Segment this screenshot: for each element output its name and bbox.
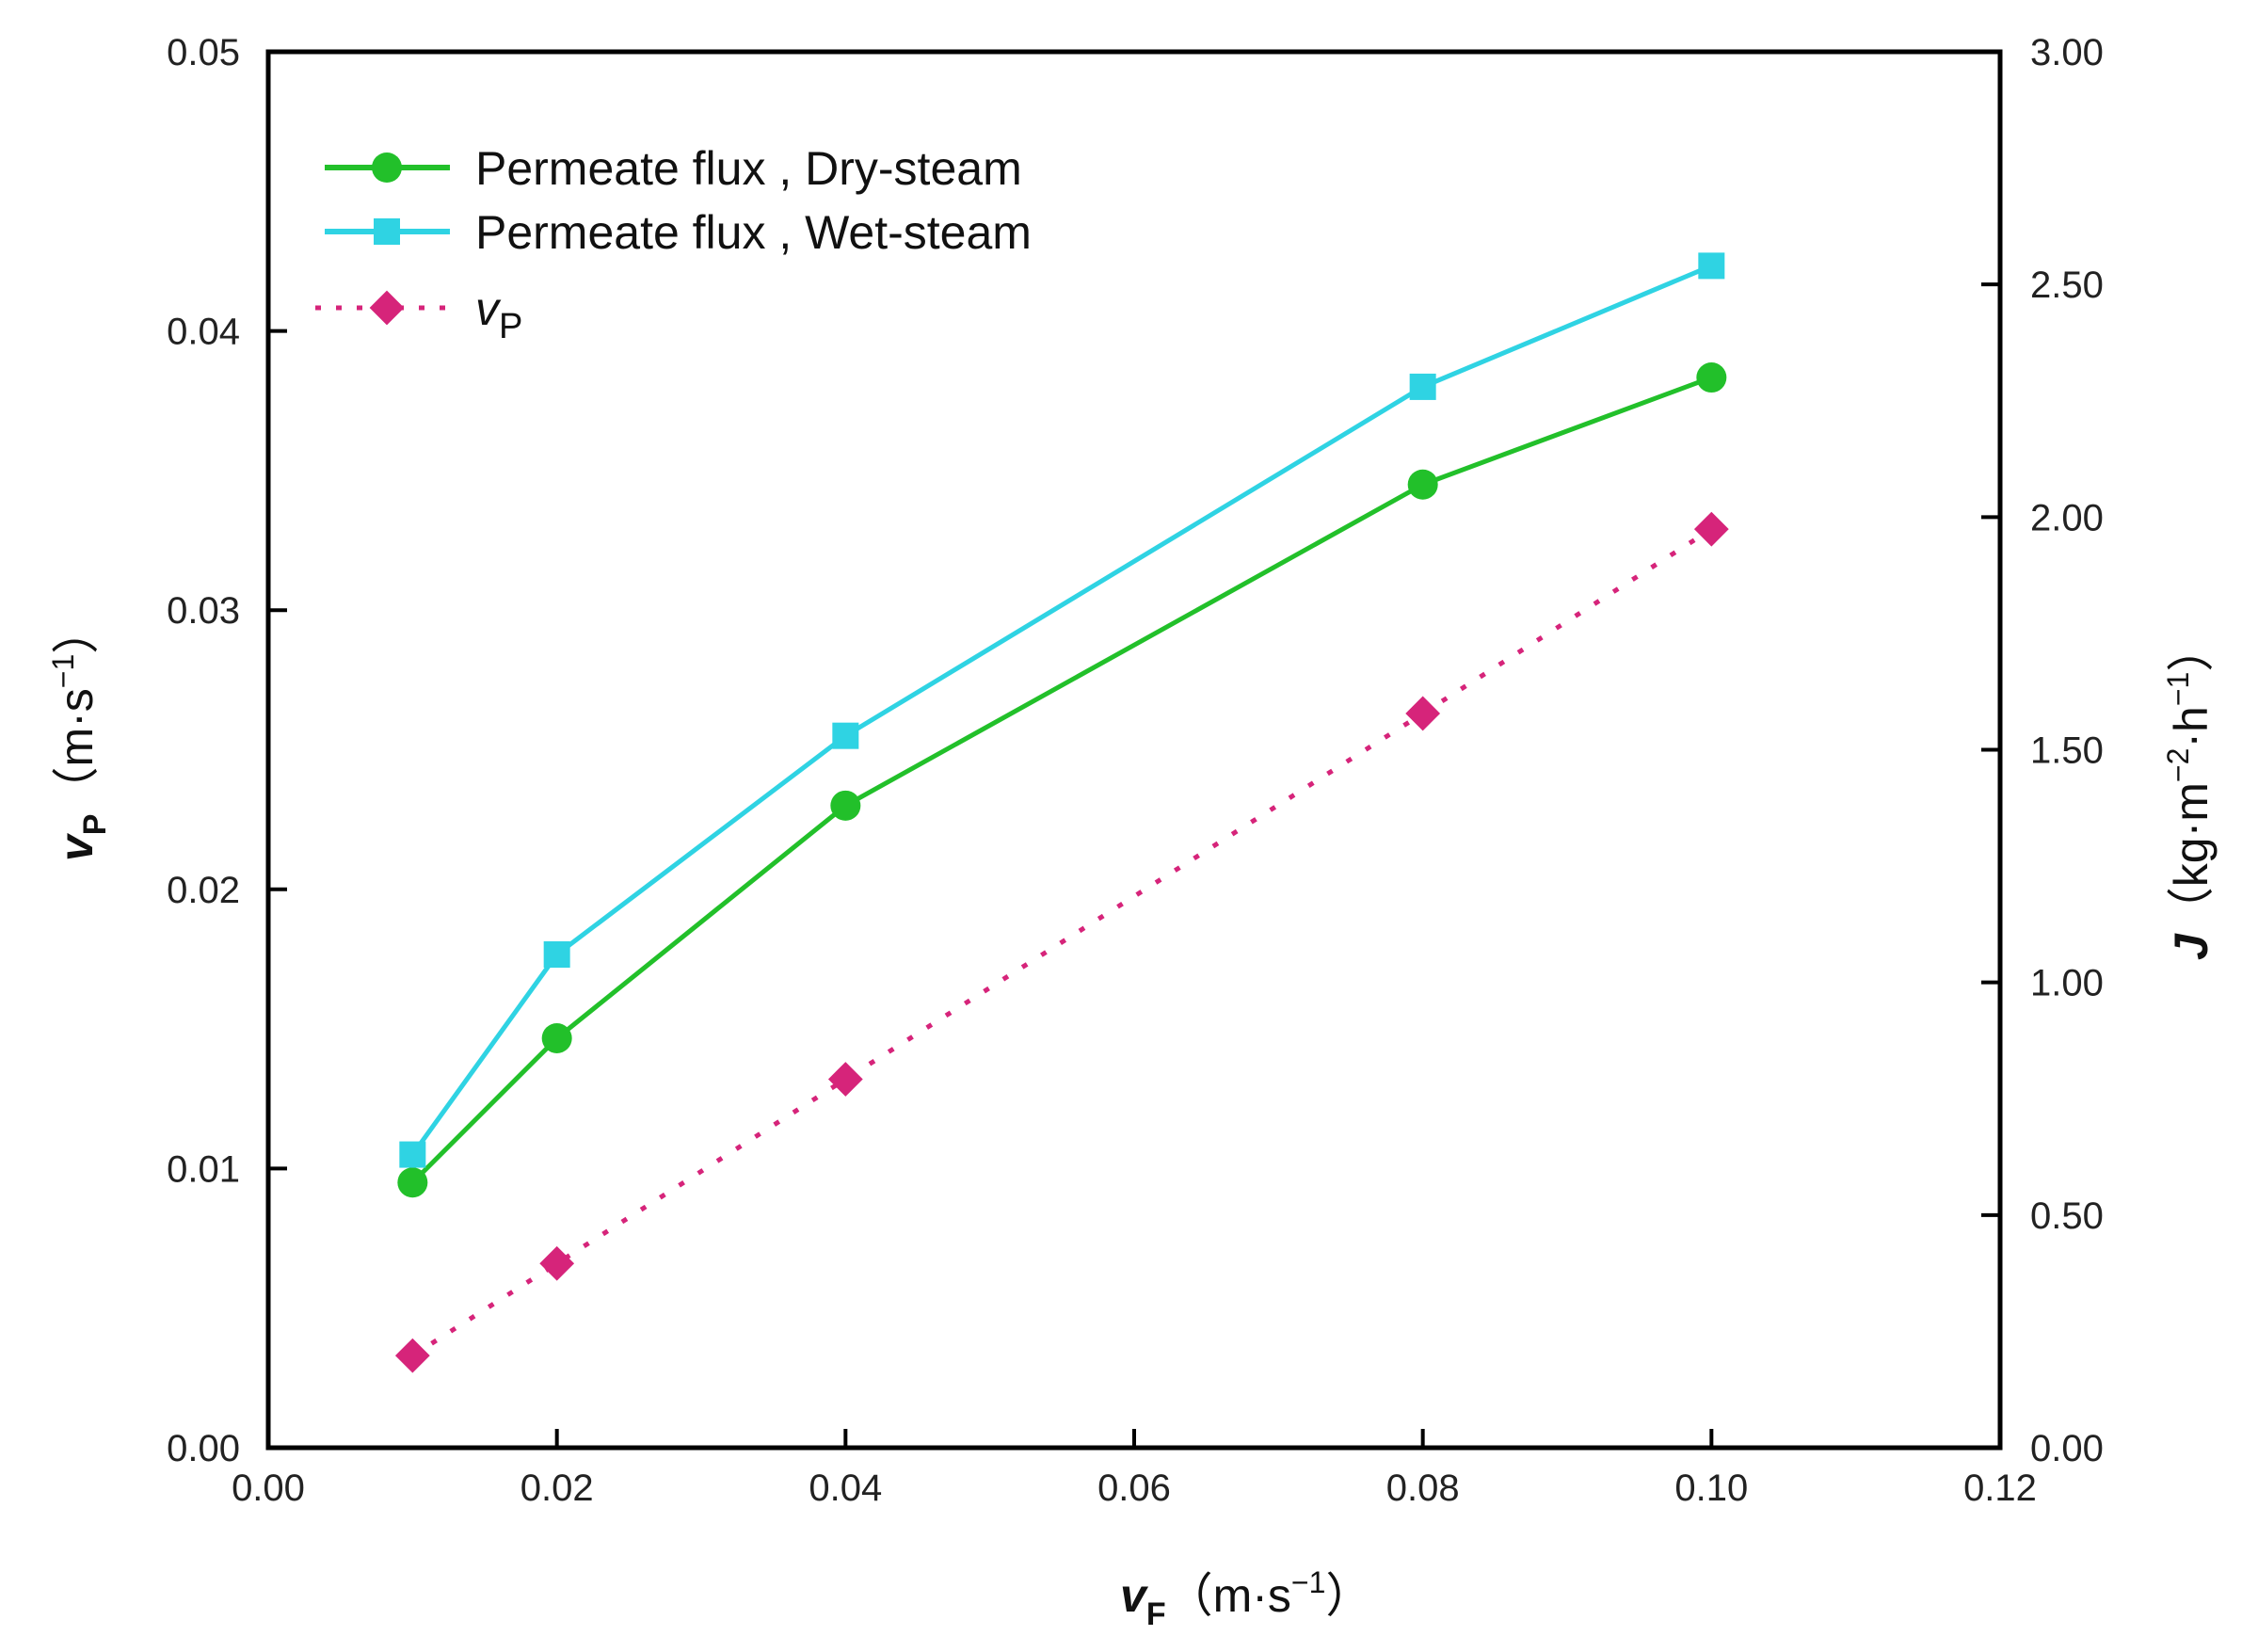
series-point-0-0 bbox=[397, 1167, 428, 1198]
series-point-1-2 bbox=[832, 722, 859, 749]
x-tick-label: 0.02 bbox=[520, 1468, 594, 1509]
y-right-axis-unit-open: （kg·m bbox=[2165, 782, 2218, 934]
x-axis-ticks: 0.00 0.02 0.04 0.06 0.08 0.10 0.12 bbox=[232, 1429, 2037, 1509]
legend-marker-dry bbox=[372, 152, 402, 183]
legend: Permeate flux , Dry-steam Permeate flux … bbox=[315, 142, 1032, 346]
x-tick-label: 0.10 bbox=[1674, 1468, 1748, 1509]
x-axis-symbol: v bbox=[1120, 1569, 1149, 1622]
series-point-1-3 bbox=[1409, 373, 1436, 400]
y-left-tick-label: 0.02 bbox=[167, 870, 240, 911]
y-left-axis-symbol: v bbox=[50, 832, 103, 861]
series-point-1-1 bbox=[543, 941, 570, 969]
series-point-1-0 bbox=[399, 1141, 426, 1168]
series-point-2-0 bbox=[394, 1338, 430, 1373]
x-axis-title: vF（m·s−1） bbox=[1120, 1565, 1372, 1632]
legend-label-vp-subscript: P bbox=[499, 307, 522, 346]
y-right-tick-label: 2.50 bbox=[2030, 265, 2104, 306]
y-left-axis-title: vP（m·s−1） bbox=[46, 607, 113, 861]
y-right-axis-symbol: J bbox=[2165, 933, 2218, 960]
y-left-axis-ticks: 0.00 0.01 0.02 0.03 0.04 0.05 bbox=[167, 32, 287, 1469]
legend-label-vp: vP bbox=[475, 282, 522, 346]
series-point-0-1 bbox=[541, 1022, 572, 1053]
y-right-tick-label: 1.50 bbox=[2030, 730, 2104, 772]
x-axis-unit-close: ） bbox=[1325, 1569, 1372, 1622]
legend-label-vp-symbol: v bbox=[475, 282, 502, 335]
y-right-axis-unit-exp2: −1 bbox=[2161, 672, 2195, 706]
x-tick-label: 0.06 bbox=[1097, 1468, 1171, 1509]
x-tick-label: 0.00 bbox=[232, 1468, 305, 1509]
y-right-tick-label: 1.00 bbox=[2030, 963, 2104, 1004]
y-left-axis-unit-open: （m·s bbox=[50, 688, 103, 813]
series-point-0-2 bbox=[830, 790, 861, 821]
series-point-1-4 bbox=[1698, 252, 1725, 280]
series-point-2-2 bbox=[827, 1062, 863, 1097]
y-right-axis-unit-close: ） bbox=[2165, 625, 2218, 672]
x-axis-unit-open: （m·s bbox=[1166, 1569, 1291, 1622]
x-tick-label: 0.12 bbox=[1963, 1468, 2037, 1509]
series-point-2-4 bbox=[1693, 511, 1729, 547]
legend-marker-vp bbox=[369, 290, 405, 326]
y-left-tick-label: 0.00 bbox=[167, 1428, 240, 1469]
x-axis-unit-exp: −1 bbox=[1291, 1565, 1325, 1599]
y-right-tick-label: 0.50 bbox=[2030, 1195, 2104, 1237]
legend-marker-wet bbox=[374, 218, 400, 245]
y-left-tick-label: 0.01 bbox=[167, 1148, 240, 1190]
series-line-2 bbox=[410, 527, 1713, 1358]
series-point-2-1 bbox=[539, 1245, 575, 1281]
series-point-0-3 bbox=[1407, 469, 1438, 500]
legend-label-wet: Permeate flux , Wet-steam bbox=[475, 206, 1032, 259]
x-tick-label: 0.08 bbox=[1386, 1468, 1460, 1509]
legend-label-dry: Permeate flux , Dry-steam bbox=[475, 142, 1022, 195]
x-axis-subscript: F bbox=[1146, 1596, 1166, 1632]
series-point-0-4 bbox=[1696, 362, 1727, 393]
y-right-axis-unit-mid: ·h bbox=[2165, 706, 2218, 747]
series-layer bbox=[394, 252, 1729, 1373]
y-right-axis-unit-exp1: −2 bbox=[2161, 748, 2195, 782]
y-right-axis-title: J（kg·m−2·h−1） bbox=[2161, 625, 2218, 960]
x-tick-label: 0.04 bbox=[809, 1468, 882, 1509]
series-point-2-3 bbox=[1405, 696, 1441, 731]
y-left-axis-unit-close: ） bbox=[50, 607, 103, 654]
y-right-tick-label: 3.00 bbox=[2030, 32, 2104, 73]
y-left-axis-unit-exp: −1 bbox=[46, 654, 80, 688]
y-right-tick-label: 0.00 bbox=[2030, 1428, 2104, 1469]
y-left-tick-label: 0.03 bbox=[167, 590, 240, 632]
y-left-tick-label: 0.05 bbox=[167, 32, 240, 73]
y-left-axis-subscript: P bbox=[77, 814, 113, 836]
y-right-tick-label: 2.00 bbox=[2030, 497, 2104, 538]
y-left-tick-label: 0.04 bbox=[167, 312, 240, 353]
y-right-axis-ticks: 0.00 0.50 1.00 1.50 2.00 2.50 3.00 bbox=[1981, 32, 2104, 1469]
